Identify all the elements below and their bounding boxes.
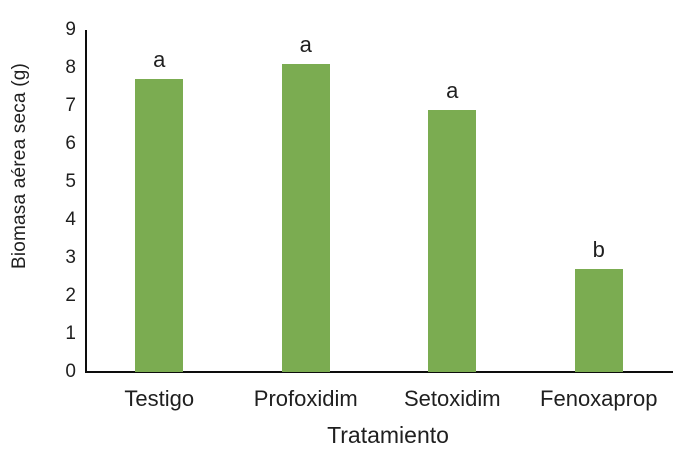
x-axis-title: Tratamiento xyxy=(327,422,449,448)
bar-testigo xyxy=(135,79,184,372)
y-tick-label-7: 7 xyxy=(65,95,76,116)
bar-setoxidim xyxy=(428,109,477,372)
y-tick-label-5: 5 xyxy=(65,171,76,192)
y-tick-label-2: 2 xyxy=(65,285,76,306)
y-tick-label-8: 8 xyxy=(65,57,76,78)
bar-profoxidim xyxy=(281,64,330,372)
x-tick-label-profoxidim: Profoxidim xyxy=(253,386,358,411)
x-tick-label-testigo: Testigo xyxy=(124,386,195,411)
bar-letter-fenoxaprop: b xyxy=(592,237,605,263)
y-axis-line xyxy=(85,30,87,373)
y-tick-label-4: 4 xyxy=(65,209,76,230)
y-tick-label-1: 1 xyxy=(65,323,76,344)
x-axis-line xyxy=(85,371,673,373)
y-tick-label-9: 9 xyxy=(65,19,76,40)
bar-letter-setoxidim: a xyxy=(446,77,459,103)
x-tick-label-setoxidim: Setoxidim xyxy=(403,386,501,411)
y-axis-title: Biomasa aérea seca (g) xyxy=(9,62,30,270)
y-tick-label-3: 3 xyxy=(65,247,76,268)
x-tick-label-fenoxaprop: Fenoxaprop xyxy=(540,386,658,411)
bar-letter-profoxidim: a xyxy=(299,32,312,58)
bar-letter-testigo: a xyxy=(153,47,166,73)
y-tick-label-6: 6 xyxy=(65,133,76,154)
bar-fenoxaprop xyxy=(574,269,623,372)
y-tick-label-0: 0 xyxy=(65,361,76,382)
